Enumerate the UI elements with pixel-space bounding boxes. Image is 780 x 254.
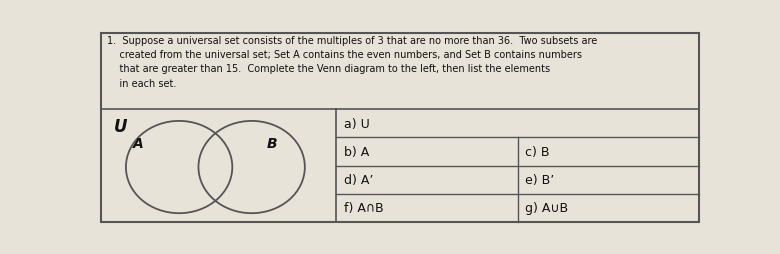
FancyBboxPatch shape	[101, 34, 699, 222]
Text: a) U: a) U	[343, 117, 369, 130]
Text: e) B’: e) B’	[525, 173, 554, 186]
Text: g) A∪B: g) A∪B	[525, 202, 568, 215]
Text: B: B	[267, 136, 277, 150]
Text: d) A’: d) A’	[343, 173, 373, 186]
Text: f) A∩B: f) A∩B	[343, 202, 383, 215]
Text: 1.  Suppose a universal set consists of the multiples of 3 that are no more than: 1. Suppose a universal set consists of t…	[107, 35, 597, 88]
Text: b) A: b) A	[343, 145, 369, 158]
Text: c) B: c) B	[525, 145, 549, 158]
Text: U: U	[114, 118, 127, 135]
Text: A: A	[133, 136, 144, 150]
